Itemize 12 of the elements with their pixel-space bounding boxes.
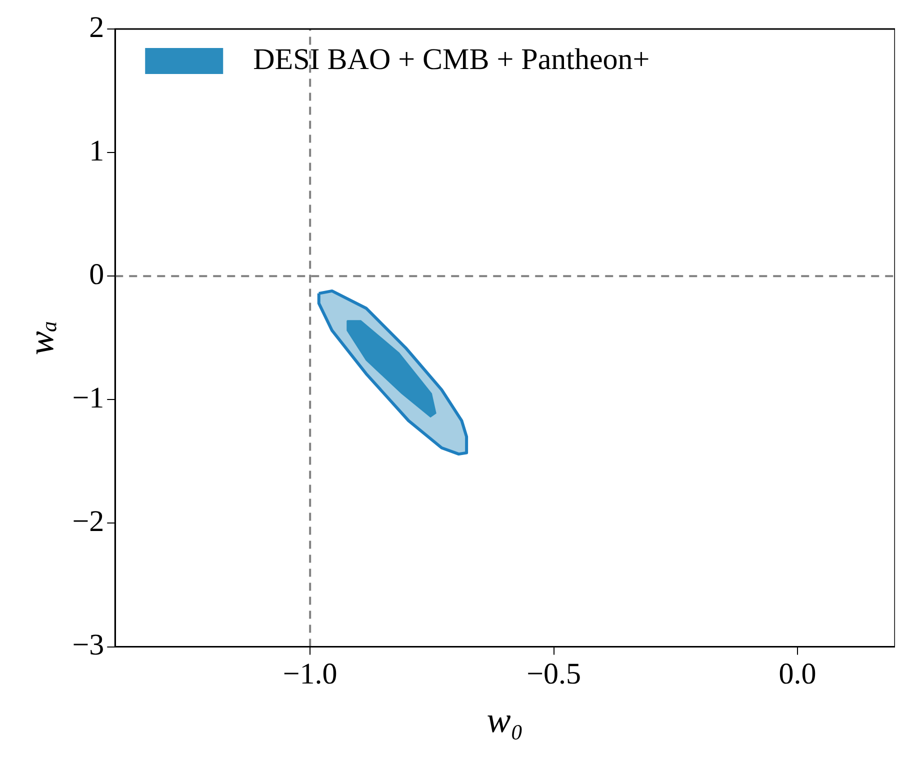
x-tick-label: −0.5 — [526, 658, 582, 691]
y-tick-label: 0 — [89, 258, 104, 291]
x-axis-title: w₀ — [486, 700, 524, 740]
y-axis-title: wₐ — [21, 320, 62, 356]
x-tick-label: 0.0 — [778, 658, 816, 691]
x-tick-label: −1.0 — [282, 658, 338, 691]
legend-label: DESI BAO + CMB + Pantheon+ — [253, 42, 650, 76]
y-tick-label: −1 — [72, 382, 104, 415]
y-tick-label: −3 — [72, 628, 104, 662]
y-tick-label: −2 — [72, 505, 104, 538]
y-tick-label: 1 — [89, 134, 104, 168]
y-tick-label: 2 — [89, 10, 104, 44]
